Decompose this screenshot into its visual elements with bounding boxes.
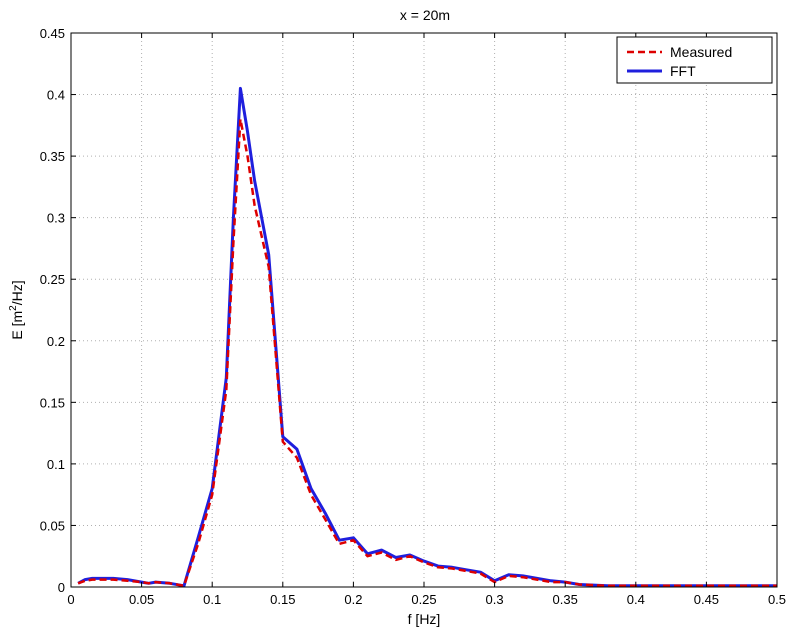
- x-tick-label: 0.35: [553, 592, 578, 607]
- x-axis-label: f [Hz]: [408, 611, 441, 627]
- chart-title: x = 20m: [400, 7, 450, 23]
- x-tick-label: 0.1: [203, 592, 221, 607]
- series-group: [77, 86, 777, 588]
- y-tick-label: 0.25: [40, 272, 65, 287]
- series-line-measured: [77, 117, 777, 588]
- y-axis: 0 0.05 0.1 0.15 0.2 0.25 0.3 0.35 0.4 0.45: [40, 26, 777, 595]
- legend: Measured FFT: [616, 36, 773, 84]
- x-tick-label: 0.15: [270, 592, 295, 607]
- y-tick-label: 0.35: [40, 149, 65, 164]
- legend-box: [616, 36, 773, 84]
- y-axis-label-suffix: /Hz]: [9, 280, 25, 305]
- y-tick-label: 0.05: [40, 518, 65, 533]
- x-tick-label: 0.4: [627, 592, 645, 607]
- y-tick-label: 0.4: [47, 88, 65, 103]
- x-tick-label: 0.5: [768, 592, 786, 607]
- y-tick-label: 0.45: [40, 26, 65, 41]
- y-tick-label: 0.15: [40, 395, 65, 410]
- grid: [71, 33, 777, 587]
- y-tick-label: 0.2: [47, 334, 65, 349]
- x-tick-label: 0.45: [694, 592, 719, 607]
- x-axis: 0 0.05 0.1 0.15 0.2 0.25 0.3 0.35 0.4 0.45 0.5: [67, 33, 786, 607]
- x-tick-label: 0: [67, 592, 74, 607]
- y-tick-label: 0: [58, 580, 65, 595]
- y-tick-label: 0.3: [47, 211, 65, 226]
- legend-label-measured: Measured: [670, 44, 732, 60]
- x-tick-label: 0.05: [129, 592, 154, 607]
- y-tick-label: 0.1: [47, 457, 65, 472]
- legend-label-fft: FFT: [670, 63, 696, 79]
- x-tick-label: 0.3: [486, 592, 504, 607]
- x-tick-label: 0.2: [344, 592, 362, 607]
- y-axis-label: E [m2/Hz]: [8, 280, 25, 339]
- x-tick-label: 0.25: [411, 592, 436, 607]
- y-axis-label-prefix: E [m: [9, 311, 25, 340]
- y-axis-label-superscript: 2: [8, 305, 19, 311]
